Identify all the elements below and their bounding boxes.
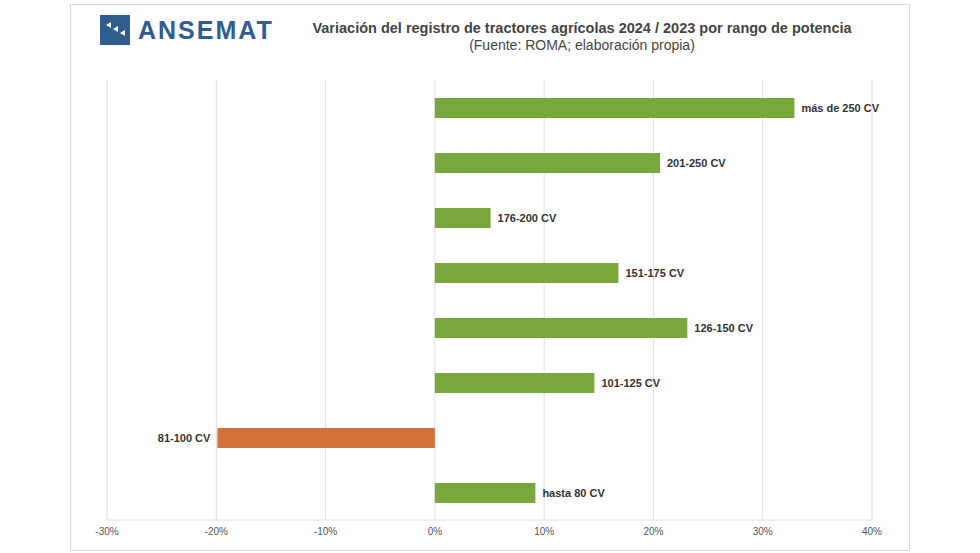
html-text:ANSEMAT: ANSEMAT (138, 15, 274, 44)
svg-text:176-200 CV: 176-200 CV (498, 212, 557, 224)
svg-text:201-250 CV: 201-250 CV (667, 157, 726, 169)
svg-text:10%: 10% (534, 526, 554, 537)
svg-text:81-100 CV: 81-100 CV (158, 432, 211, 444)
svg-text:más de 250 CV: más de 250 CV (801, 102, 879, 114)
svg-text:-10%: -10% (314, 526, 337, 537)
svg-text:0%: 0% (428, 526, 443, 537)
svg-text:-30%: -30% (95, 526, 118, 537)
html-text:(Fuente: ROMA; elaboración pro: (Fuente: ROMA; elaboración propia) (469, 37, 695, 53)
svg-text:20%: 20% (643, 526, 663, 537)
svg-text:40%: 40% (862, 526, 882, 537)
svg-text:30%: 30% (753, 526, 773, 537)
svg-text:101-125 CV: 101-125 CV (601, 377, 660, 389)
svg-text:hasta 80 CV: hasta 80 CV (542, 487, 605, 499)
svg-text:-20%: -20% (205, 526, 228, 537)
svg-text:151-175 CV: 151-175 CV (625, 267, 684, 279)
svg-text:126-150 CV: 126-150 CV (694, 322, 753, 334)
html-text:Variación del registro de trac: Variación del registro de tractores agrí… (312, 20, 852, 36)
